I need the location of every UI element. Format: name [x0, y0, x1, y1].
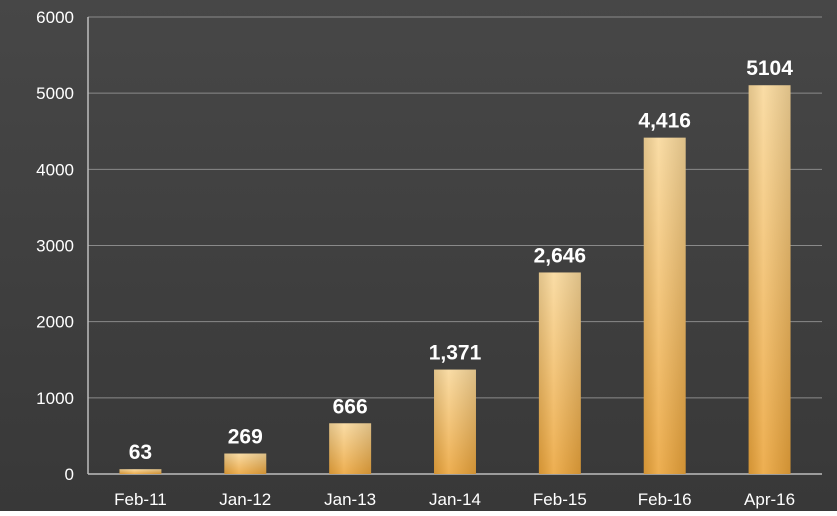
y-tick-label: 0	[65, 465, 74, 484]
bar-shade	[643, 137, 686, 474]
data-label: 1,371	[429, 342, 482, 365]
bar-shade	[748, 85, 791, 474]
x-tick-label: Jan-14	[429, 490, 481, 509]
bar	[224, 453, 267, 474]
data-label: 666	[333, 395, 368, 418]
bar	[748, 85, 791, 474]
bars	[119, 85, 791, 474]
bar	[538, 272, 581, 474]
y-tick-label: 6000	[36, 8, 74, 27]
y-tick-label: 1000	[36, 389, 74, 408]
y-tick-label: 4000	[36, 160, 74, 179]
data-label: 4,416	[638, 110, 691, 133]
x-tick-label: Feb-16	[638, 490, 692, 509]
bar	[329, 423, 372, 474]
x-tick-label: Feb-11	[114, 490, 167, 509]
bar	[643, 137, 686, 474]
y-tick-labels: 0 1000 2000 3000 4000 5000 6000	[36, 8, 74, 484]
bar-shade	[434, 369, 476, 474]
bar-shade	[119, 469, 162, 474]
bar	[119, 469, 162, 474]
data-label: 5104	[746, 57, 793, 80]
data-label: 63	[129, 441, 152, 464]
x-tick-labels: Feb-11 Jan-12 Jan-13 Jan-14 Feb-15 Feb-16 Apr-…	[114, 490, 795, 509]
bar	[434, 369, 476, 474]
x-tick-label: Jan-13	[324, 490, 376, 509]
x-tick-label: Apr-16	[744, 490, 795, 509]
y-tick-label: 3000	[36, 237, 74, 256]
bar-shade	[538, 272, 581, 474]
bar-shade	[224, 453, 267, 474]
data-label: 269	[228, 426, 263, 449]
gridlines	[88, 16, 822, 399]
x-tick-label: Feb-15	[533, 490, 587, 509]
data-labels: 63 269 666 1,371 2,646 4,416 5104	[129, 57, 794, 464]
data-label: 2,646	[534, 244, 587, 267]
y-tick-label: 5000	[36, 84, 74, 103]
y-tick-label: 2000	[36, 313, 74, 332]
x-tick-label: Jan-12	[219, 490, 271, 509]
bar-shade	[329, 423, 372, 474]
